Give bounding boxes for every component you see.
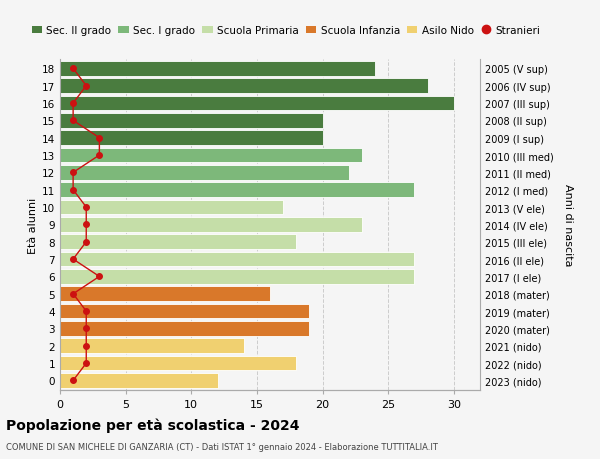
Bar [60,79,427,94]
Bar [60,304,310,319]
Bar [60,339,244,353]
Bar [60,148,362,163]
Point [82,360,91,367]
Point [95,152,104,159]
Point [82,221,91,229]
Point [68,100,78,107]
Bar [60,200,283,215]
Bar [60,166,349,180]
Bar [60,235,296,250]
Point [82,83,91,90]
Point [68,66,78,73]
Bar [60,321,310,336]
Bar [60,114,323,129]
Bar [60,218,362,232]
Bar [60,96,454,111]
Point [82,308,91,315]
Y-axis label: Età alunni: Età alunni [28,197,38,253]
Y-axis label: Anni di nascita: Anni di nascita [563,184,573,266]
Bar [60,373,218,388]
Bar [60,287,270,302]
Point [95,135,104,142]
Bar [60,131,323,146]
Legend: Sec. II grado, Sec. I grado, Scuola Primaria, Scuola Infanzia, Asilo Nido, Stran: Sec. II grado, Sec. I grado, Scuola Prim… [28,22,545,40]
Point [82,239,91,246]
Point [82,204,91,211]
Point [82,325,91,332]
Bar [60,269,415,284]
Point [82,342,91,350]
Bar [60,62,375,77]
Text: Popolazione per età scolastica - 2024: Popolazione per età scolastica - 2024 [6,418,299,432]
Bar [60,252,415,267]
Point [68,256,78,263]
Point [68,169,78,177]
Text: COMUNE DI SAN MICHELE DI GANZARIA (CT) - Dati ISTAT 1° gennaio 2024 - Elaborazio: COMUNE DI SAN MICHELE DI GANZARIA (CT) -… [6,442,438,451]
Point [68,291,78,298]
Point [95,273,104,280]
Point [68,118,78,125]
Bar [60,356,296,371]
Point [68,377,78,384]
Bar [60,183,415,198]
Point [68,187,78,194]
